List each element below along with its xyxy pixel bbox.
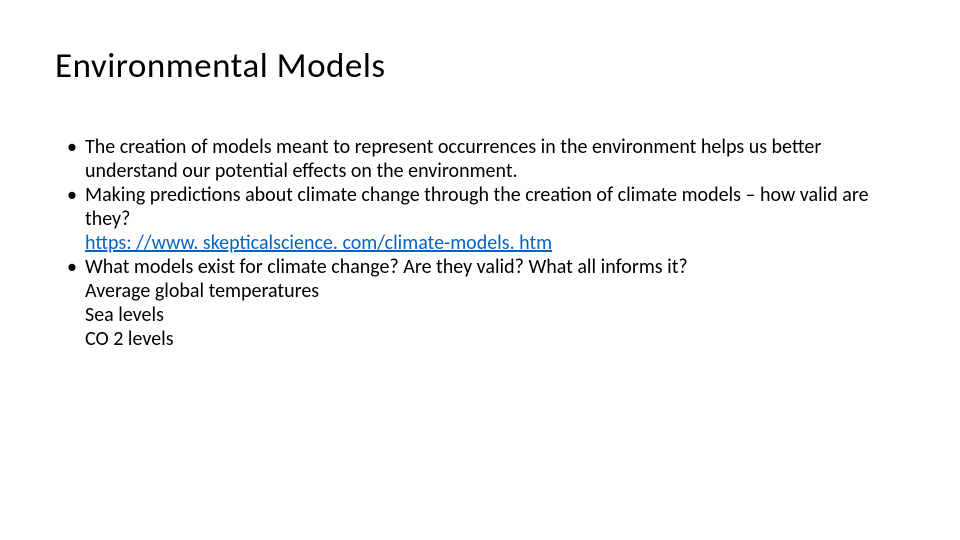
bullet-text-1: The creation of models meant to represen… xyxy=(85,135,821,183)
bullet-item-1: The creation of models meant to represen… xyxy=(67,135,905,183)
bullet-text-3: What models exist for climate change? Ar… xyxy=(85,255,688,279)
sub-line-1: Average global temperatures xyxy=(85,279,905,303)
climate-models-link[interactable]: https: //www. skepticalscience. com/clim… xyxy=(85,231,552,255)
sub-line-2: Sea levels xyxy=(85,303,905,327)
slide-title: Environmental Models xyxy=(55,45,905,87)
sub-line-3: CO 2 levels xyxy=(85,327,905,351)
bullet-text-2: Making predictions about climate change … xyxy=(85,183,869,231)
bullet-item-2: Making predictions about climate change … xyxy=(67,183,905,255)
bullet-item-3: What models exist for climate change? Ar… xyxy=(67,255,905,351)
bullet-list: The creation of models meant to represen… xyxy=(55,135,905,351)
